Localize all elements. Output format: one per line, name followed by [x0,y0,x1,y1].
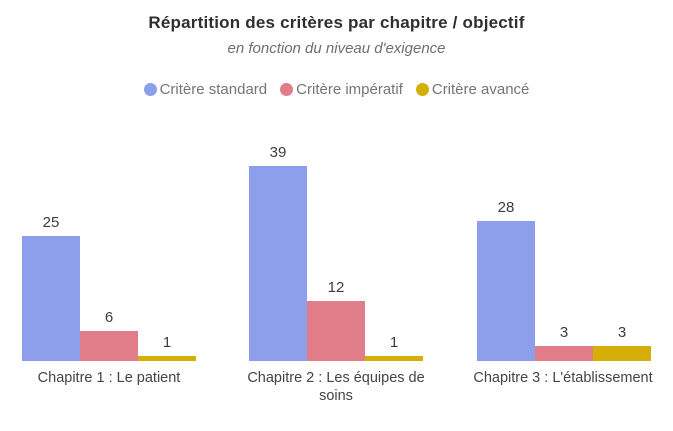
bar-slot: 1 [138,334,196,361]
x-label-chapitre-1: Chapitre 1 : Le patient [37,370,181,386]
bar-value-label: 28 [497,199,515,216]
bar-group-2: 39 12 1 [249,144,423,361]
bar-value-label: 1 [389,334,399,351]
bar-standard[interactable] [477,221,535,361]
bar-slot: 3 [535,324,593,361]
bar-value-label: 12 [327,279,345,296]
bar-slot: 12 [307,279,365,361]
bar-avance[interactable] [138,356,196,361]
bar-avance[interactable] [593,346,651,361]
bar-standard[interactable] [249,166,307,361]
bar-value-label: 1 [162,334,172,351]
legend-item-imperatif[interactable]: Critère impératif [280,81,403,98]
legend: Critère standard Critère impératif Critè… [0,81,673,98]
bar-value-label: 3 [617,324,627,341]
bar-slot: 28 [477,199,535,361]
chart-subtitle: en fonction du niveau d'exigence [227,40,446,57]
bar-avance[interactable] [365,356,423,361]
legend-label: Critère standard [159,81,268,98]
legend-label: Critère avancé [431,81,530,98]
bar-value-label: 39 [269,144,287,161]
x-label-chapitre-3: Chapitre 3 : L'établissement [473,370,653,386]
bar-slot: 25 [22,214,80,361]
bar-value-label: 25 [42,214,60,231]
bar-chart: Répartition des critères par chapitre / … [0,13,673,431]
chart-title: Répartition des critères par chapitre / … [148,13,525,32]
legend-item-avance[interactable]: Critère avancé [415,81,530,98]
bar-value-label: 3 [559,324,569,341]
bar-slot: 39 [249,144,307,361]
bar-imperatif[interactable] [535,346,593,361]
x-axis-labels: Chapitre 1 : Le patient Chapitre 2 : Les… [0,369,673,423]
bar-slot: 3 [593,324,651,361]
bar-slot: 6 [80,309,138,361]
legend-swatch-avance-icon [415,83,429,96]
legend-label: Critère impératif [296,81,403,98]
legend-swatch-standard-icon [143,83,157,96]
bar-imperatif[interactable] [307,301,365,361]
legend-swatch-imperatif-icon [280,83,294,96]
bar-group-1: 25 6 1 [22,214,196,361]
x-label-chapitre-2: Chapitre 2 : Les équipes de soins [247,370,425,404]
legend-item-standard[interactable]: Critère standard [143,81,268,98]
bar-slot: 1 [365,334,423,361]
bar-value-label: 6 [104,309,114,326]
plot-area: 25 6 1 39 12 1 28 3 3 [0,123,673,361]
bar-imperatif[interactable] [80,331,138,361]
bar-group-3: 28 3 3 [477,199,651,361]
bar-standard[interactable] [22,236,80,361]
